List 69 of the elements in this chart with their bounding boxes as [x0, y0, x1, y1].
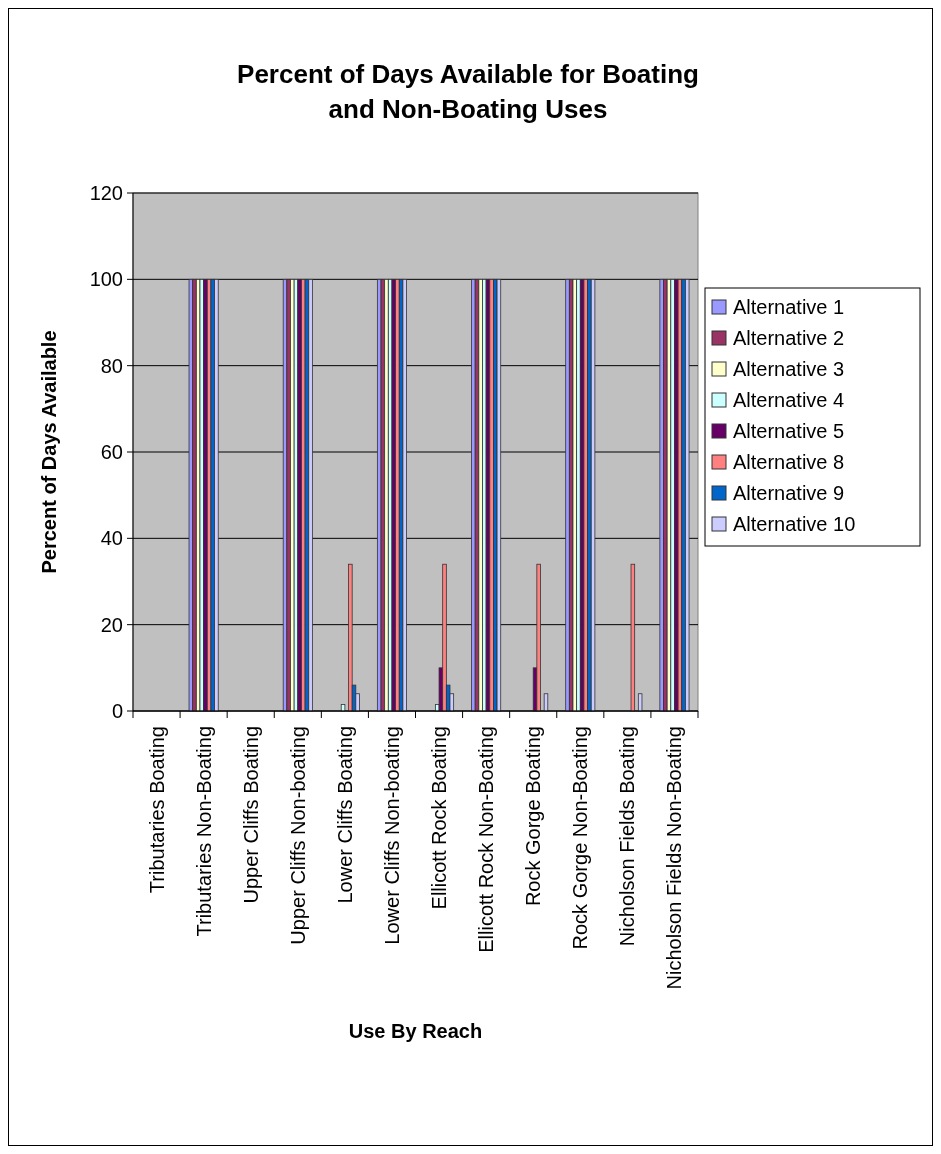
x-tick-label: Nicholson Fields Non-Boating [663, 726, 686, 990]
bar [478, 278, 483, 712]
legend-label: Alternative 10 [733, 513, 856, 535]
legend-label: Alternative 9 [733, 482, 845, 504]
bar [630, 563, 636, 712]
bar [210, 278, 215, 712]
bar [340, 704, 346, 712]
bar [496, 278, 502, 712]
bar [380, 278, 386, 712]
x-tick-label: Ellicott Rock Non-Boating [475, 726, 498, 953]
bar [391, 278, 397, 712]
y-tick-label: 60 [100, 441, 123, 463]
x-tick-label: Ellicott Rock Boating [428, 726, 451, 910]
x-tick-label: Lower Cliffs Non-boating [380, 726, 403, 945]
bar [203, 278, 208, 712]
bar [214, 278, 219, 712]
bar [192, 278, 197, 712]
bar [590, 278, 596, 712]
bar [286, 278, 291, 712]
bar [659, 278, 664, 712]
x-tick-label: Rock Gorge Boating [522, 726, 545, 907]
bar [304, 278, 310, 712]
bar [293, 278, 299, 712]
y-tick-label: 0 [111, 700, 123, 722]
x-tick-label: Tributaries Boating [145, 726, 168, 894]
y-tick-label: 100 [89, 268, 123, 291]
bar [677, 278, 683, 712]
bar [489, 278, 494, 712]
bar [583, 278, 588, 712]
bar [471, 278, 476, 712]
bar [402, 278, 407, 712]
bar [485, 278, 491, 712]
bar [395, 278, 400, 712]
bar [188, 278, 194, 712]
bar [199, 278, 205, 712]
x-tick-label: Upper Cliffs Non-boating [286, 726, 309, 945]
legend-label: Alternative 5 [733, 420, 845, 442]
bar [384, 278, 389, 712]
bar [308, 278, 313, 712]
x-tick-label: Rock Gorge Non-Boating [569, 726, 592, 950]
x-tick-label: Nicholson Fields Boating [616, 726, 639, 947]
bar [670, 278, 675, 712]
chart-title: Percent of Days Available for Boating and Non-Boating Uses [237, 59, 699, 124]
y-tick-label: 40 [100, 527, 123, 550]
x-tick-label: Tributaries Non-Boating [192, 726, 215, 937]
bar [297, 278, 302, 712]
bar [348, 563, 353, 712]
bar [565, 278, 570, 712]
legend-label: Alternative 1 [733, 296, 845, 318]
bar [572, 278, 578, 712]
bar [442, 563, 447, 712]
bar [637, 693, 643, 712]
bar [685, 278, 690, 712]
legend-label: Alternative 3 [733, 358, 845, 380]
bar [536, 563, 541, 712]
y-tick-label: 20 [100, 613, 123, 636]
y-axis-title: Percent of Days Available [38, 330, 60, 574]
y-tick-label: 120 [89, 182, 123, 204]
bar [587, 278, 592, 712]
x-axis-title: Use By Reach [348, 1020, 483, 1042]
bar [681, 278, 686, 712]
bar [663, 278, 668, 712]
x-tick-label: Upper Cliffs Boating [239, 726, 262, 904]
legend-label: Alternative 4 [733, 389, 845, 411]
x-tick-label: Lower Cliffs Boating [333, 726, 356, 904]
bar [576, 278, 581, 712]
legend-label: Alternative 2 [733, 327, 845, 349]
legend-label: Alternative 8 [733, 451, 845, 473]
y-tick-label: 80 [100, 354, 123, 377]
